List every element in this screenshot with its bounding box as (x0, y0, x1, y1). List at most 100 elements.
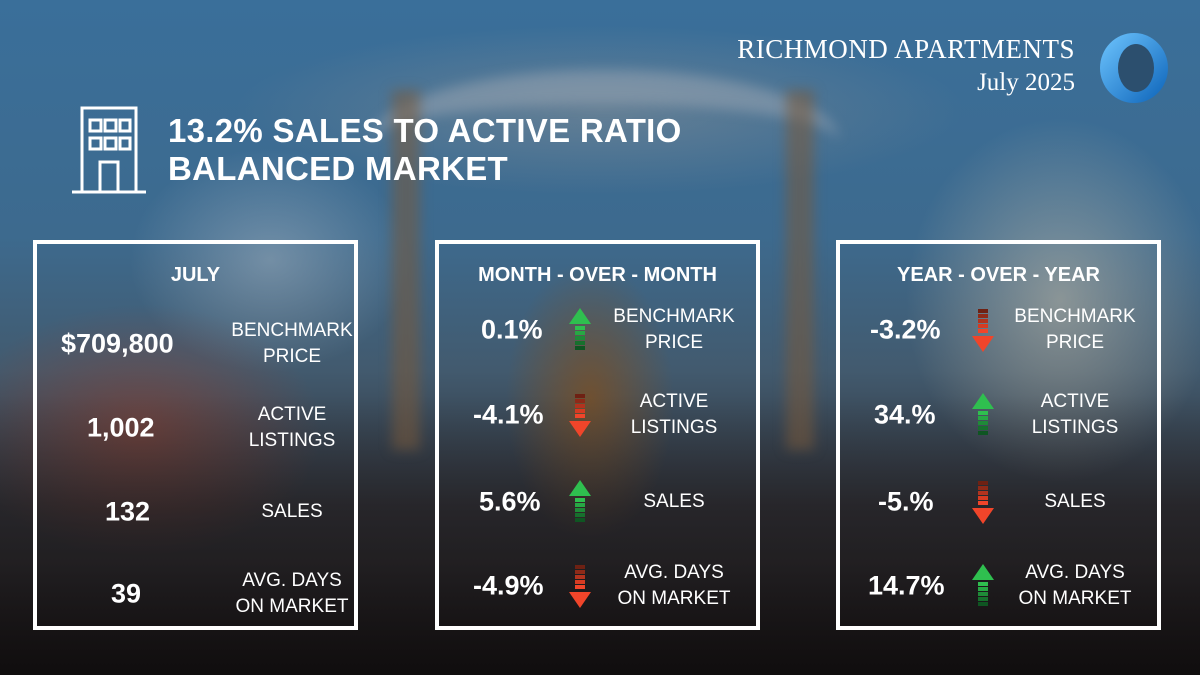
panel-title: YEAR - OVER - YEAR (897, 264, 1100, 286)
arrow-shaft-segment (575, 565, 585, 569)
stat-label: SALES (643, 491, 705, 512)
down-arrow-icon (569, 565, 591, 608)
arrow-shaft-segment (978, 324, 988, 328)
panel-title: JULY (170, 264, 221, 286)
stat-value: 132 (105, 496, 151, 527)
stat-label: ACTIVE LISTINGS (1031, 391, 1119, 438)
ring-logo-icon (1100, 33, 1168, 103)
stat-row-days: 39 AVG. DAYS ON MARKET (37, 564, 354, 624)
arrow-shaft-segment (575, 570, 585, 574)
stat-label: AVG. DAYS ON MARKET (235, 570, 349, 617)
stat-label: AVG. DAYS ON MARKET (617, 562, 731, 609)
stat-row-sales: -5.% SALES (840, 472, 1157, 532)
stat-value: 1,002 (87, 412, 155, 443)
headline-ratio: 13.2% SALES TO ACTIVE RATIO (168, 112, 682, 149)
arrow-shaft-segment (575, 404, 585, 408)
stat-value: -4.9% (473, 570, 544, 601)
stat-label: SALES (1044, 491, 1106, 512)
arrow-shaft-segment (978, 421, 988, 425)
stat-value: 0.1% (481, 314, 543, 345)
stat-value: -5.% (878, 486, 934, 517)
arrow-shaft-segment (575, 394, 585, 398)
arrow-shaft-segment (978, 426, 988, 430)
arrow-shaft-segment (575, 513, 585, 517)
arrow-head (569, 308, 591, 324)
arrow-shaft-segment (978, 411, 988, 415)
arrow-shaft-segment (978, 501, 988, 505)
arrow-head (972, 564, 994, 580)
stat-row-days: -4.9% AVG. DAYS ON MARKET (439, 556, 756, 616)
brand-block: RICHMOND APARTMENTS July 2025 (737, 34, 1075, 97)
stat-label: BENCHMARK PRICE (613, 306, 735, 353)
arrow-shaft-segment (575, 414, 585, 418)
brand-date: July 2025 (977, 69, 1075, 96)
arrow-shaft-segment (978, 481, 988, 485)
panel-title: MONTH - OVER - MONTH (478, 264, 717, 286)
arrow-shaft-segment (978, 486, 988, 490)
stat-value: 39 (111, 578, 142, 609)
up-arrow-icon (569, 480, 591, 522)
stat-value: 5.6% (479, 486, 541, 517)
stat-value: 34.% (874, 399, 936, 430)
panel-month-over-month: MONTH - OVER - MONTH 0.1% BENCHMARK PRICE… (435, 240, 760, 630)
arrow-shaft-segment (978, 582, 988, 586)
up-arrow-icon (972, 393, 994, 435)
arrow-shaft-segment (978, 314, 988, 318)
arrow-shaft-segment (575, 503, 585, 507)
arrow-head (972, 336, 994, 352)
arrow-shaft-segment (978, 319, 988, 323)
stat-label: ACTIVE LISTINGS (248, 404, 336, 451)
stat-label: BENCHMARK PRICE (1014, 306, 1136, 353)
stat-value: $709,800 (61, 328, 174, 359)
arrow-shaft-segment (575, 575, 585, 579)
building-icon (72, 106, 146, 194)
headline-market: BALANCED MARKET (168, 150, 508, 187)
arrow-shaft-segment (575, 346, 585, 350)
stat-label: SALES (261, 501, 323, 522)
arrow-shaft-segment (575, 585, 585, 589)
arrow-shaft-segment (978, 416, 988, 420)
stat-label: BENCHMARK PRICE (231, 320, 353, 367)
arrow-shaft-segment (575, 580, 585, 584)
down-arrow-icon (972, 309, 994, 352)
stat-row-days: 14.7% AVG. DAYS ON MARKET (840, 556, 1157, 616)
stat-label: ACTIVE LISTINGS (630, 391, 718, 438)
stat-row-active: 1,002 ACTIVE LISTINGS (37, 398, 354, 458)
panel-year-over-year: YEAR - OVER - YEAR -3.2% BENCHMARK PRICE … (836, 240, 1161, 630)
arrow-shaft-segment (978, 329, 988, 333)
stat-row-active: -4.1% ACTIVE LISTINGS (439, 385, 756, 445)
down-arrow-icon (569, 394, 591, 437)
arrow-shaft-segment (575, 409, 585, 413)
arrow-shaft-segment (575, 518, 585, 522)
arrow-shaft-segment (575, 336, 585, 340)
stat-label: AVG. DAYS ON MARKET (1018, 562, 1132, 609)
arrow-shaft-segment (575, 331, 585, 335)
arrow-shaft-segment (978, 592, 988, 596)
arrow-shaft-segment (575, 341, 585, 345)
arrow-shaft-segment (978, 431, 988, 435)
stat-row-benchmark: -3.2% BENCHMARK PRICE (840, 300, 1157, 360)
brand-title: RICHMOND APARTMENTS (737, 34, 1075, 64)
arrow-shaft-segment (575, 326, 585, 330)
arrow-shaft-segment (575, 508, 585, 512)
stat-row-benchmark: 0.1% BENCHMARK PRICE (439, 300, 756, 360)
arrow-shaft-segment (978, 587, 988, 591)
arrow-shaft-segment (978, 496, 988, 500)
background-post (786, 90, 814, 450)
arrow-shaft-segment (575, 498, 585, 502)
up-arrow-icon (569, 308, 591, 350)
stat-row-active: 34.% ACTIVE LISTINGS (840, 385, 1157, 445)
arrow-head (972, 508, 994, 524)
stat-row-sales: 132 SALES (37, 482, 354, 542)
background-post (392, 90, 420, 450)
stat-row-sales: 5.6% SALES (439, 472, 756, 532)
stat-value: -3.2% (870, 314, 941, 345)
down-arrow-icon (972, 481, 994, 524)
arrow-head (569, 592, 591, 608)
arrow-shaft-segment (978, 309, 988, 313)
arrow-shaft-segment (575, 399, 585, 403)
arrow-shaft-segment (978, 602, 988, 606)
arrow-head (569, 480, 591, 496)
panel-july: JULY $709,800 BENCHMARK PRICE 1,002 ACTIV… (33, 240, 358, 630)
